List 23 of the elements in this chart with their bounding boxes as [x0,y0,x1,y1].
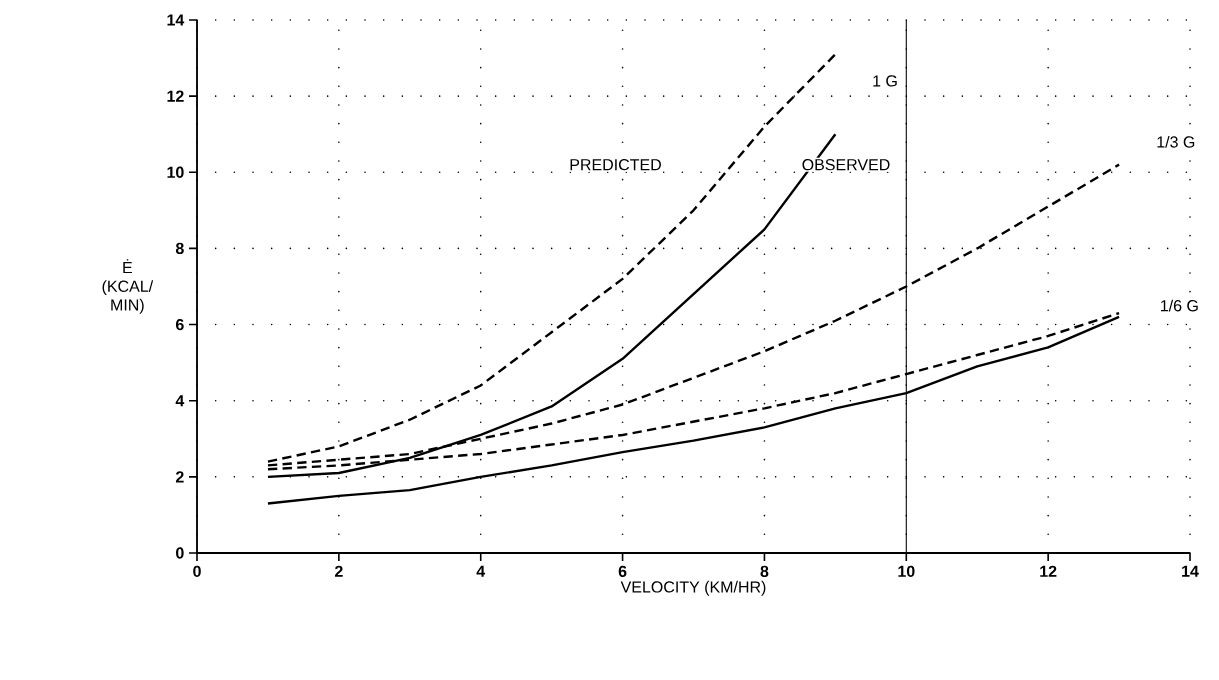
y-tick-label: 2 [175,471,184,483]
y-tick-label: 10 [167,166,184,178]
y-tick-label: 6 [175,318,184,331]
annotation: 1/3 G [1157,135,1195,148]
annotation: 1 G [873,75,897,87]
y-axis-title: Ė (KCAL/ MIN) [102,259,154,314]
x-tick-label: 0 [193,565,201,578]
y-tick-label: 0 [176,547,184,559]
annotation: 1/6 G [1161,299,1198,312]
y-tick-label: 8 [175,242,184,255]
x-tick-label: 2 [334,565,343,577]
x-tick-label: 6 [618,565,627,578]
x-axis-title: VELOCITY (KM/HR) [620,580,766,596]
x-tick-label: 4 [476,565,486,577]
x-tick-label: 12 [1040,565,1057,577]
y-tick-label: 4 [175,395,185,407]
annotation: PREDICTED [570,159,661,171]
y-tick-label: 12 [167,90,184,102]
x-tick-label: 10 [898,565,915,578]
y-tick-label: 14 [167,14,185,26]
x-tick-label: 8 [760,565,769,578]
x-tick-label: 14 [1182,565,1199,577]
annotation: OBSERVED [802,159,890,171]
